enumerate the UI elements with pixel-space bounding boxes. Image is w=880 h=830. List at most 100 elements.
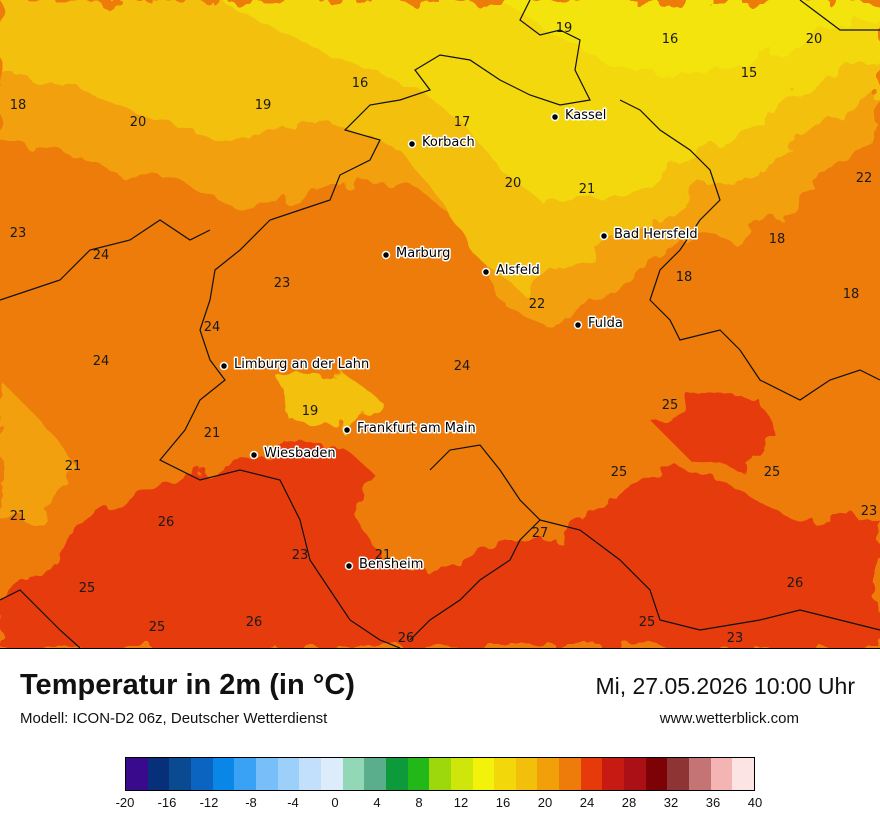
city-label: Korbach: [422, 135, 475, 150]
temperature-label: 18: [10, 98, 27, 113]
city-markers: Kassel Korbach Bad Hersfeld Marburg Alsfeld F…: [219, 107, 699, 574]
legend-swatch: [710, 758, 733, 790]
border-bavaria: [539, 519, 880, 631]
city-label: Frankfurt am Main: [357, 421, 476, 436]
legend-swatch: [190, 758, 213, 790]
temperature-label: 19: [556, 21, 573, 36]
temperature-label: 23: [861, 504, 878, 519]
city-marker: Bad Hersfeld: [599, 226, 699, 244]
legend-swatch: [212, 758, 235, 790]
legend-swatch: [407, 758, 430, 790]
legend-swatch: [645, 758, 668, 790]
legend-tick-label: -12: [199, 795, 219, 810]
temperature-label: 23: [727, 631, 744, 646]
legend-swatch: [342, 758, 365, 790]
temperature-label: 25: [79, 581, 96, 596]
city-dot: [573, 320, 583, 330]
temperature-label: 17: [454, 115, 471, 130]
city-label: Wiesbaden: [264, 446, 336, 461]
temperature-label: 23: [292, 548, 309, 563]
temperature-label: 24: [454, 359, 471, 374]
city-dot: [219, 361, 229, 371]
legend-color-bar: [125, 757, 755, 791]
zone-25b: [650, 390, 780, 470]
legend-tick-label: 4: [373, 795, 381, 810]
legend-swatch: [472, 758, 495, 790]
temperature-label: 19: [302, 404, 319, 419]
temperature-label: 18: [769, 232, 786, 247]
legend-swatch: [624, 758, 646, 790]
legend-tick-label: -20: [115, 795, 135, 810]
state-borders: [0, 0, 880, 648]
city-marker: Frankfurt am Main: [342, 420, 477, 438]
temperature-label: 15: [741, 66, 758, 81]
legend-swatch: [559, 758, 581, 790]
map-footer: Temperatur in 2m (in °C) Modell: ICON-D2…: [0, 649, 880, 830]
city-label: Alsfeld: [496, 263, 540, 278]
legend-swatch: [234, 758, 256, 790]
legend-tick-label: 16: [495, 795, 511, 810]
temperature-label: 18: [843, 287, 860, 302]
temperature-label: 19: [255, 98, 272, 113]
legend-swatch: [364, 758, 386, 790]
city-marker: Limburg an der Lahn: [219, 356, 371, 374]
legend-swatch: [667, 758, 690, 790]
temperature-label: 16: [352, 76, 369, 91]
city-dot: [342, 425, 352, 435]
city-marker: Fulda: [573, 315, 624, 333]
legend-swatch: [255, 758, 278, 790]
zone-15: [500, 0, 880, 80]
city-label: Limburg an der Lahn: [234, 357, 369, 372]
temperature-label: 21: [10, 509, 27, 524]
map-title: Temperatur in 2m (in °C): [20, 669, 355, 701]
temperature-label: 21: [65, 459, 82, 474]
legend-tick-label: 40: [747, 795, 763, 810]
legend-swatch: [320, 758, 343, 790]
temperature-label: 25: [149, 620, 166, 635]
temperature-label: 16: [662, 32, 679, 47]
legend-swatch: [147, 758, 170, 790]
legend-tick-label: 36: [705, 795, 721, 810]
legend-tick-label: 32: [663, 795, 679, 810]
legend-tick-label: 28: [621, 795, 637, 810]
legend-tick-labels: -20 -16 -12 -8 -4 0 4 8 12 16 20 24 28 32 36 40: [116, 795, 763, 815]
city-marker: Bensheim: [344, 556, 425, 574]
temperature-label: 25: [611, 465, 628, 480]
temperature-label: 22: [856, 171, 873, 186]
city-dot: [407, 139, 417, 149]
legend-swatch: [277, 758, 300, 790]
temperature-label: 25: [639, 615, 656, 630]
border-southwest: [0, 589, 81, 648]
city-label: Kassel: [565, 108, 606, 123]
model-info: Modell: ICON-D2 06z, Deutscher Wetterdie…: [20, 710, 328, 727]
city-marker: Alsfeld: [481, 262, 541, 280]
legend-swatch: [126, 758, 148, 790]
legend-swatch: [169, 758, 191, 790]
legend-swatch: [429, 758, 451, 790]
temperature-map: 19 16 20 15 16 18 19 20 17 20 21 22 23 18 24 18 23 18 22 24…: [0, 0, 880, 649]
zone-25: [0, 440, 880, 648]
temperature-label: 26: [398, 631, 415, 646]
temperature-label: 24: [93, 354, 110, 369]
legend-swatch: [732, 758, 755, 790]
city-label: Fulda: [588, 316, 623, 331]
website-link[interactable]: www.wetterblick.com: [659, 710, 799, 727]
temperature-label: 25: [662, 398, 679, 413]
legend-tick-label: 20: [537, 795, 553, 810]
legend-tick-label: 0: [331, 795, 339, 810]
temperature-field: [0, 0, 880, 648]
legend-swatch: [515, 758, 538, 790]
legend-tick-label: 8: [415, 795, 423, 810]
city-dot: [481, 267, 491, 277]
temperature-label: 24: [93, 248, 110, 263]
border-west: [0, 219, 211, 301]
border-hesse-north: [159, 0, 591, 648]
city-marker: Wiesbaden: [249, 445, 337, 463]
border-northeast: [799, 0, 880, 31]
city-marker: Marburg: [381, 245, 452, 263]
legend-swatch: [450, 758, 473, 790]
legend-tick-label: -4: [287, 795, 299, 810]
city-label: Marburg: [396, 246, 450, 261]
temperature-label: 18: [676, 270, 693, 285]
temperature-label: 26: [246, 615, 263, 630]
